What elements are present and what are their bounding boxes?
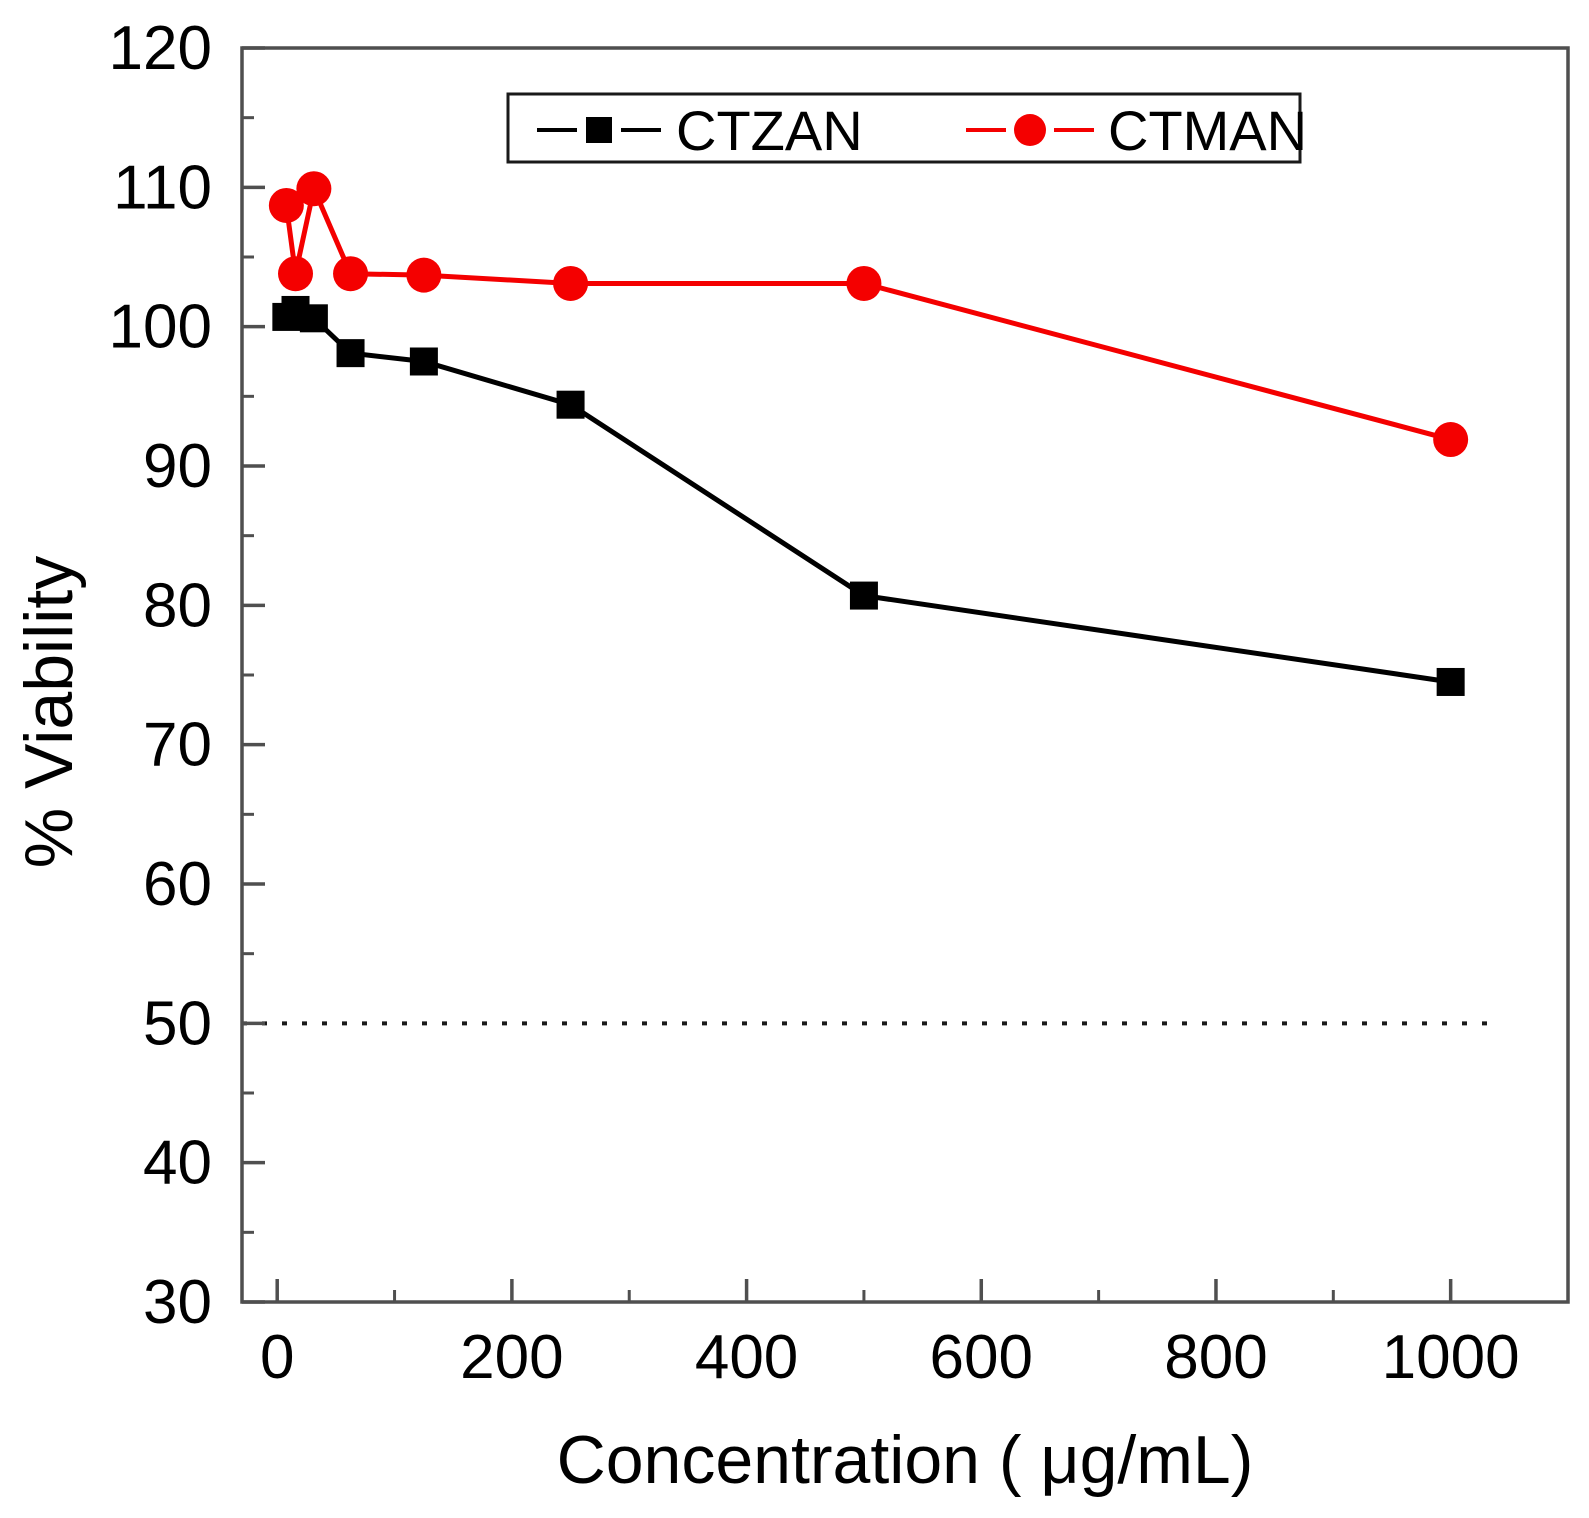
y-tick-label-40: 40 xyxy=(143,1129,212,1198)
series-line-ctman xyxy=(283,180,1452,442)
data-point-ctzan-4 xyxy=(409,347,438,376)
data-point-ctman-7 xyxy=(1433,422,1469,458)
y-tick-label-90: 90 xyxy=(143,432,212,501)
data-point-ctman-1 xyxy=(278,256,314,292)
legend: CTZAN CTMAN xyxy=(506,92,1307,164)
plot-frame xyxy=(240,46,1570,1304)
x-tick-label-200: 200 xyxy=(460,1323,563,1392)
data-point-ctman-0 xyxy=(268,187,304,223)
data-point-ctman-4 xyxy=(406,257,442,293)
data-layer xyxy=(242,171,1500,1026)
series-line-ctzan xyxy=(284,307,1452,685)
x-tick-label-600: 600 xyxy=(930,1323,1033,1392)
data-point-ctzan-3 xyxy=(336,339,365,368)
y-tick-label-50: 50 xyxy=(143,989,212,1058)
y-tick-label-30: 30 xyxy=(143,1268,212,1337)
y-tick-label-70: 70 xyxy=(143,711,212,780)
data-point-ctzan-6 xyxy=(849,581,878,610)
x-tick-label-1000: 1000 xyxy=(1382,1323,1520,1392)
data-point-ctzan-2 xyxy=(299,304,328,333)
y-tick-label-100: 100 xyxy=(109,293,212,362)
data-point-ctman-2 xyxy=(296,171,332,207)
axes-layer: 0 200 400 600 800 1000 30 40 50 60 70 80 90 100 110 120 xyxy=(109,14,1570,1392)
legend-label-ctman: CTMAN xyxy=(1108,99,1307,162)
x-tick-label-400: 400 xyxy=(695,1323,798,1392)
data-point-ctman-6 xyxy=(846,265,882,301)
y-tick-label-110: 110 xyxy=(113,153,212,222)
data-point-ctman-5 xyxy=(553,265,589,301)
data-point-ctzan-7 xyxy=(1436,667,1465,696)
data-point-ctman-3 xyxy=(333,256,369,292)
legend-square-marker-icon xyxy=(586,117,612,143)
legend-circle-marker-icon xyxy=(1014,114,1046,146)
y-tick-label-80: 80 xyxy=(143,571,212,640)
y-axis-title: % Viability xyxy=(11,556,87,868)
x-tick-label-800: 800 xyxy=(1164,1323,1267,1392)
x-axis-title: Concentration ( μg/mL) xyxy=(557,1422,1254,1498)
y-tick-label-60: 60 xyxy=(143,850,212,919)
y-tick-label-120: 120 xyxy=(109,14,212,83)
x-tick-label-0: 0 xyxy=(260,1323,294,1392)
data-point-ctzan-5 xyxy=(556,390,585,419)
legend-label-ctzan: CTZAN xyxy=(676,99,863,162)
